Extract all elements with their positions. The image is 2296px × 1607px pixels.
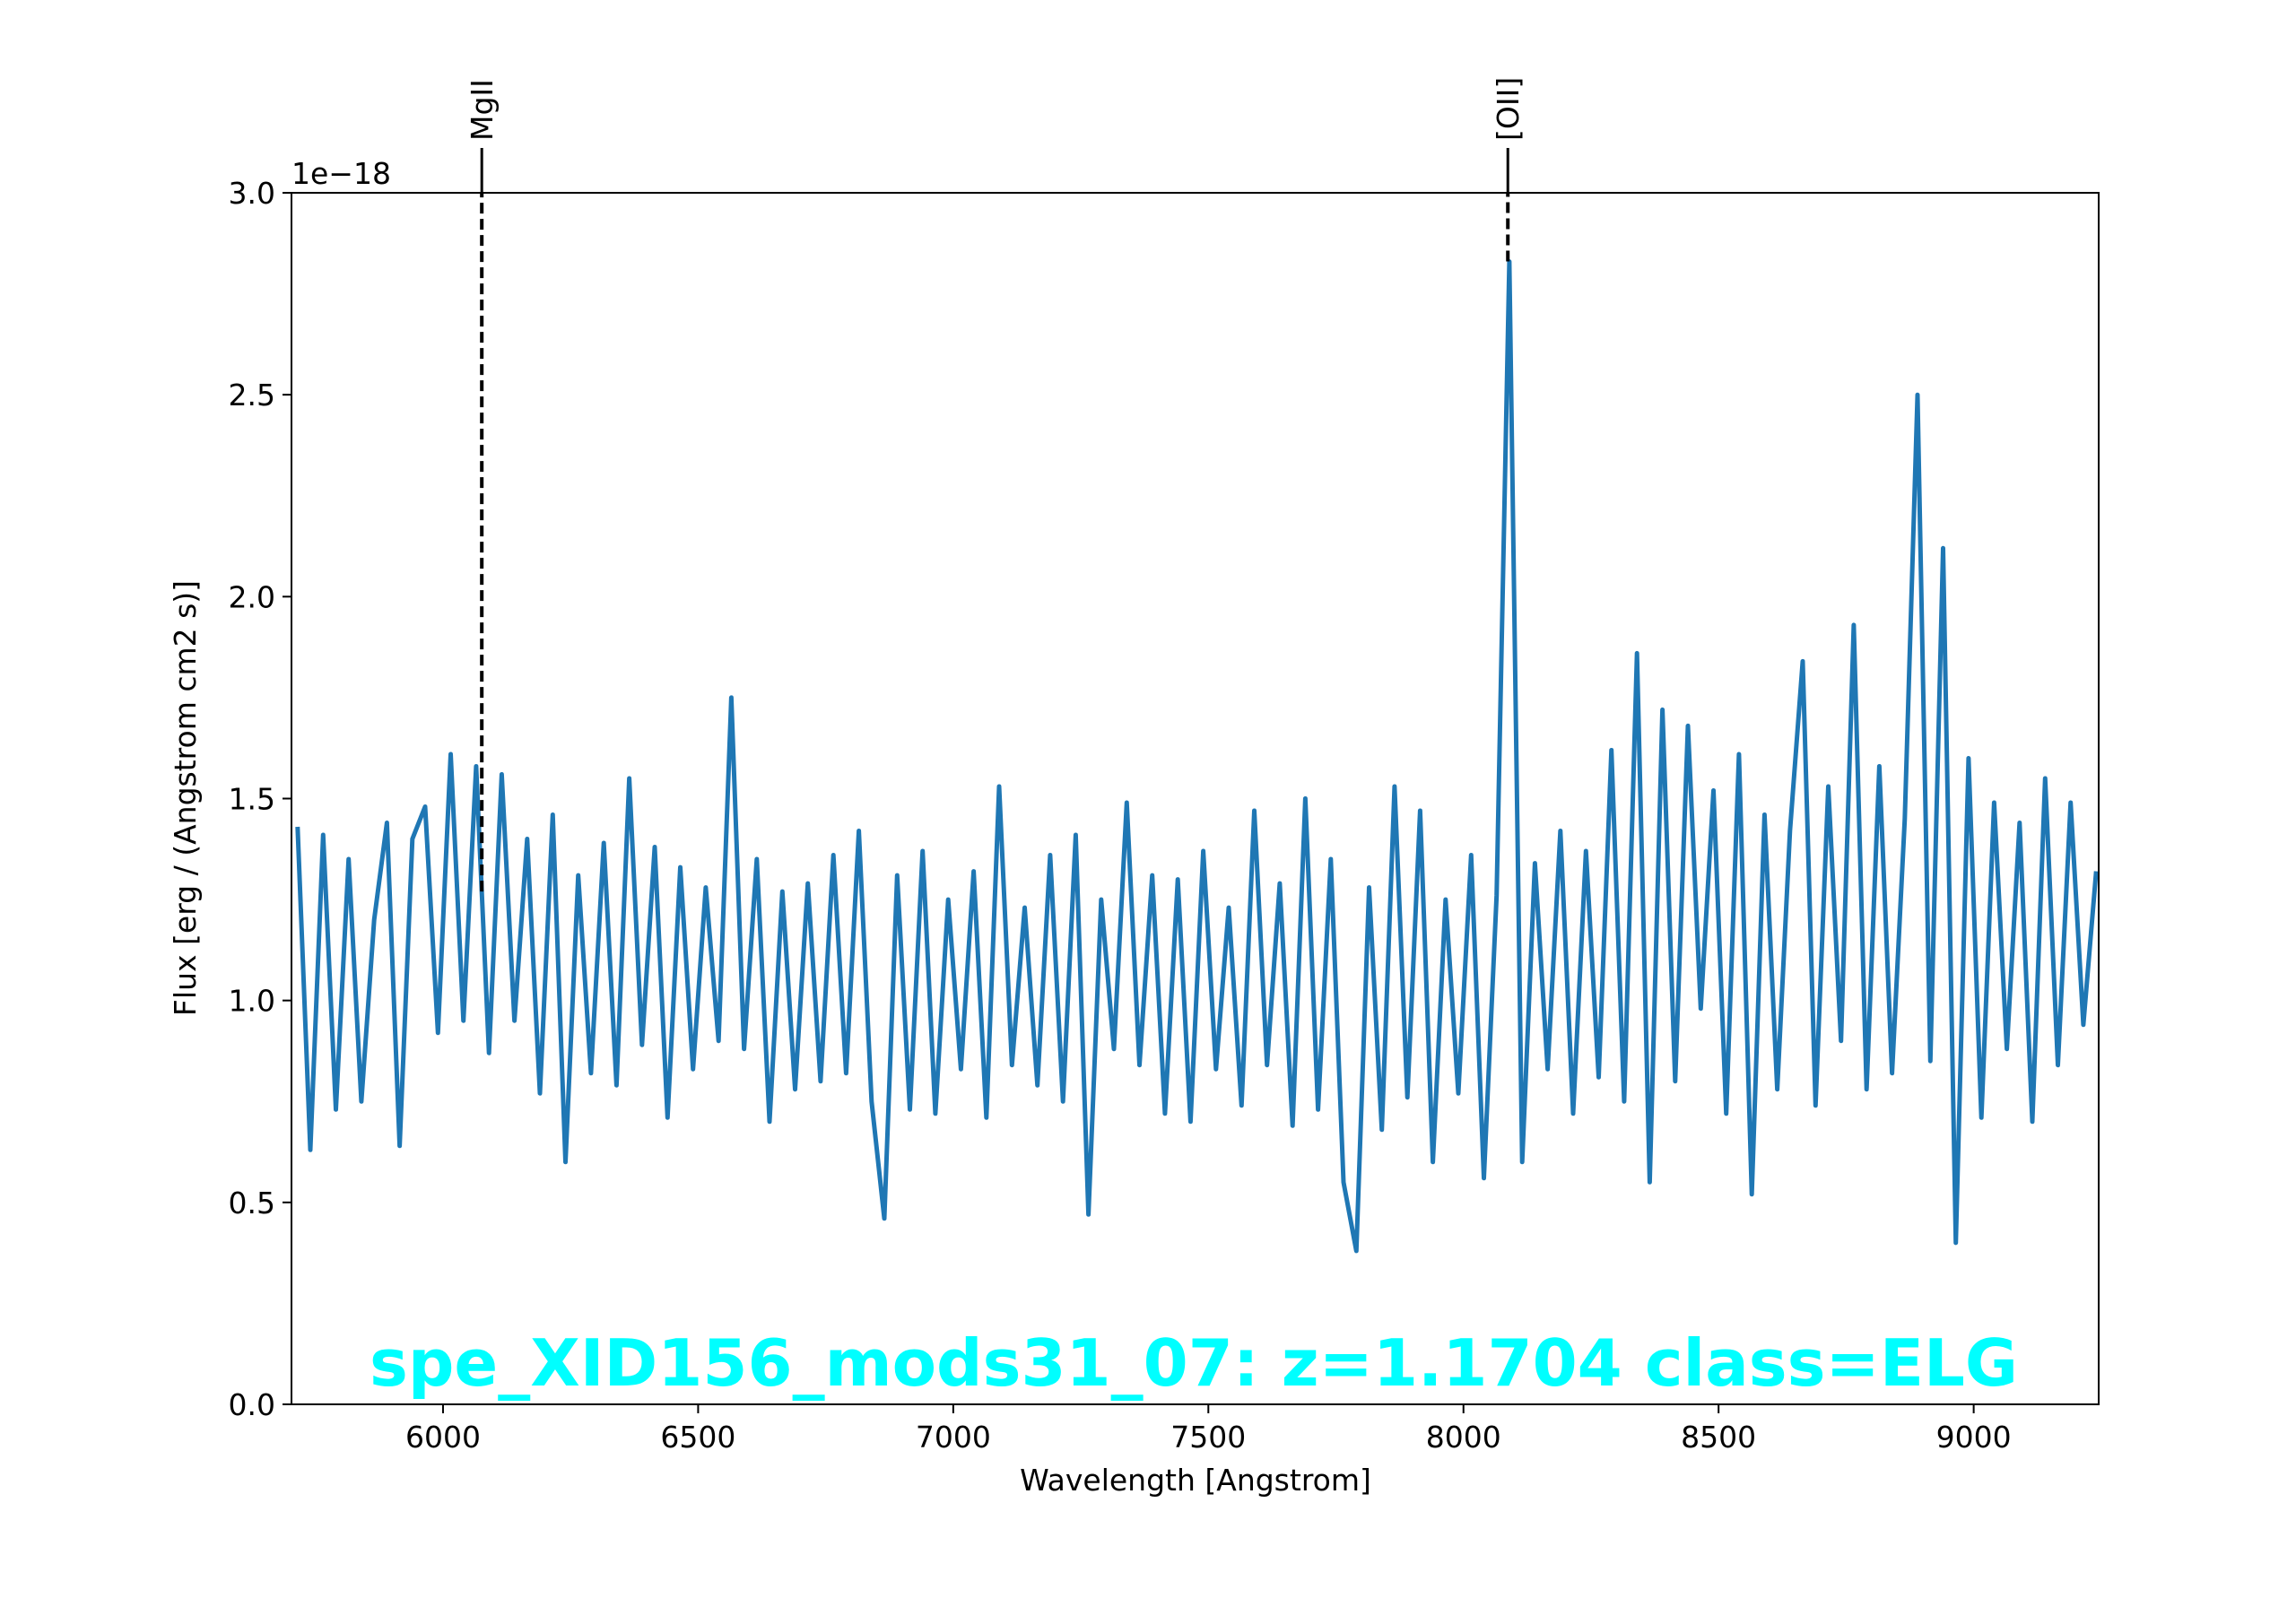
x-axis-label: Wavelength [Angstrom] [1020, 1463, 1371, 1498]
y-offset-label: 1e−18 [291, 156, 391, 191]
line-label: [OII] [1491, 77, 1526, 141]
x-tick-label: 6500 [660, 1420, 735, 1455]
line-label: MgII [465, 79, 500, 141]
y-tick-label: 1.0 [229, 984, 275, 1019]
x-tick-label: 8500 [1681, 1420, 1756, 1455]
chart-title: spe_XID156_mods31_07: z=1.1704 class=ELG [370, 1325, 2018, 1401]
spectrum-line [295, 259, 2099, 1254]
y-tick-label: 0.5 [229, 1186, 275, 1220]
y-tick-label: 2.0 [229, 579, 275, 614]
y-tick-label: 2.5 [229, 378, 275, 413]
plot-frame [291, 192, 2100, 1405]
y-axis-label: Flux [erg / (Angstrom cm2 s)] [168, 580, 203, 1016]
x-tick-label: 7500 [1170, 1420, 1246, 1455]
y-tick-label: 0.0 [229, 1387, 275, 1422]
y-tick-label: 1.5 [229, 782, 275, 817]
x-tick-label: 9000 [1936, 1420, 2012, 1455]
y-tick-label: 3.0 [229, 176, 275, 211]
x-tick-label: 8000 [1426, 1420, 1501, 1455]
x-tick-label: 7000 [916, 1420, 991, 1455]
x-tick-label: 6000 [405, 1420, 481, 1455]
